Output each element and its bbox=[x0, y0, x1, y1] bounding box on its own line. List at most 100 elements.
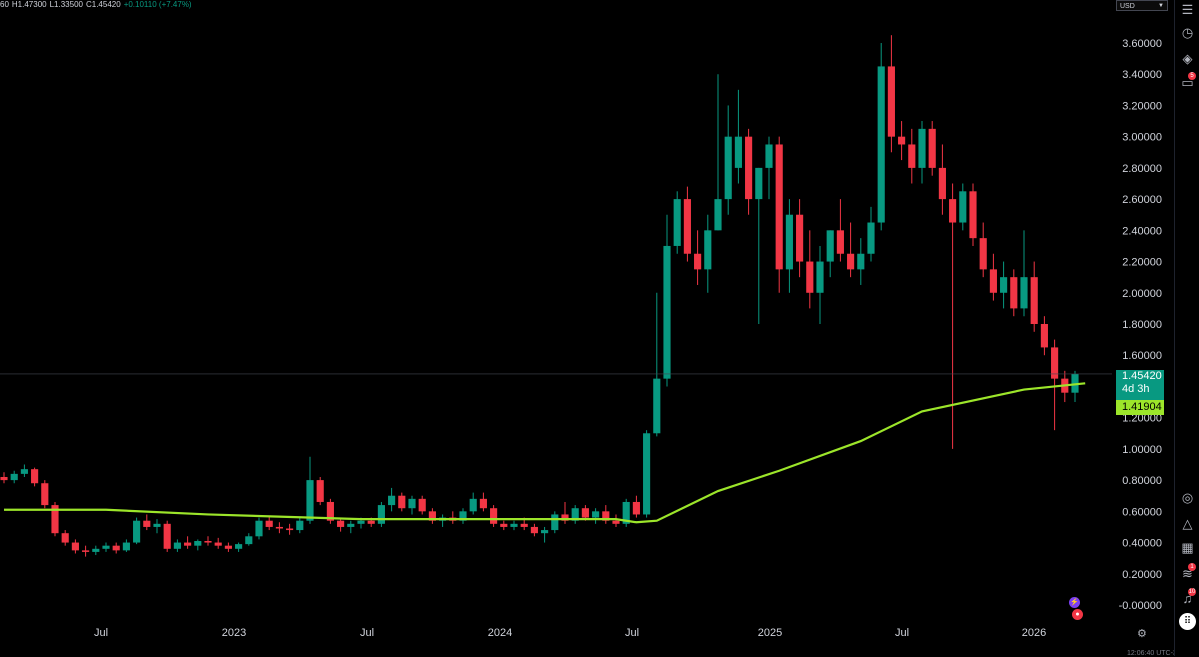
candle-body bbox=[755, 167, 763, 200]
candle-body bbox=[847, 253, 855, 270]
candle-body bbox=[306, 480, 314, 521]
candle-body bbox=[408, 498, 416, 509]
candle-body bbox=[989, 269, 997, 293]
change-value: +0.10110 (+7.47%) bbox=[123, 0, 192, 9]
candle-body bbox=[388, 495, 396, 506]
y-tick-label: 0.20000 bbox=[1122, 569, 1162, 581]
layers-icon[interactable]: ◈ bbox=[1182, 50, 1193, 66]
notifications-icon[interactable]: ♫ 10 bbox=[1182, 588, 1196, 606]
watchlist-icon[interactable]: ☰ bbox=[1181, 1, 1194, 17]
y-tick-label: 1.20000 bbox=[1122, 413, 1162, 425]
candle bbox=[1040, 316, 1048, 356]
candle bbox=[571, 505, 579, 524]
candle bbox=[500, 520, 508, 531]
candle-body bbox=[51, 505, 59, 534]
candle-body bbox=[469, 498, 477, 512]
candle bbox=[388, 487, 396, 512]
candle bbox=[969, 183, 977, 246]
candle bbox=[204, 536, 212, 546]
settings-gear-icon[interactable]: ⚙ bbox=[1137, 628, 1147, 640]
close-value: C1.45420 bbox=[85, 0, 121, 9]
candle-body bbox=[204, 540, 212, 543]
candle-body bbox=[428, 511, 436, 521]
candle-body bbox=[785, 214, 793, 270]
candle-body bbox=[806, 261, 814, 293]
bar-countdown: 4d 3h bbox=[1122, 383, 1150, 395]
candle-body bbox=[541, 530, 549, 534]
candle bbox=[326, 498, 334, 524]
candle-body bbox=[643, 433, 651, 515]
candle bbox=[449, 511, 457, 524]
candle bbox=[541, 526, 549, 543]
currency-label: USD bbox=[1120, 3, 1135, 10]
candle bbox=[82, 545, 90, 557]
candle bbox=[10, 470, 18, 484]
candle bbox=[663, 214, 671, 387]
time-axis: Jul 2023 Jul 2024 Jul 2025 Jul 2026 bbox=[94, 627, 1046, 639]
candle bbox=[857, 238, 865, 285]
target-icon[interactable]: ◎ bbox=[1181, 489, 1194, 505]
candle bbox=[173, 539, 181, 552]
candle-body bbox=[571, 508, 579, 521]
moving-average-tag: 1.41904 bbox=[1116, 400, 1164, 415]
candle bbox=[20, 464, 28, 477]
candle-body bbox=[265, 520, 273, 527]
candle-body bbox=[418, 498, 426, 512]
candle bbox=[469, 492, 477, 515]
y-tick-label: 2.60000 bbox=[1122, 194, 1162, 206]
candle bbox=[296, 517, 304, 534]
candle-body bbox=[653, 378, 661, 434]
candle-body bbox=[796, 214, 804, 262]
candle bbox=[622, 498, 630, 527]
candle-body bbox=[153, 523, 161, 527]
candle bbox=[979, 222, 987, 278]
candle-body bbox=[122, 542, 130, 551]
candle bbox=[704, 214, 712, 293]
candle-body bbox=[602, 511, 610, 521]
candle bbox=[184, 536, 192, 549]
apps-grid-icon[interactable]: ⠿ bbox=[1179, 613, 1196, 630]
candle bbox=[102, 542, 110, 552]
candle-body bbox=[949, 199, 957, 223]
candle bbox=[898, 121, 906, 161]
currency-select[interactable]: USD ▼ bbox=[1116, 0, 1168, 11]
candle bbox=[286, 523, 294, 535]
candle-body bbox=[316, 480, 324, 502]
ideas-icon[interactable]: △ bbox=[1182, 515, 1193, 531]
y-tick-label: 0.80000 bbox=[1122, 475, 1162, 487]
x-tick-label: Jul bbox=[94, 627, 108, 639]
chat-icon[interactable]: ▭ 5 bbox=[1179, 72, 1196, 91]
candle bbox=[224, 542, 232, 552]
calendar-icon[interactable]: ▦ bbox=[1181, 539, 1194, 555]
candle-body bbox=[275, 526, 283, 529]
candle bbox=[510, 520, 518, 531]
event-marker-icon[interactable]: ● bbox=[1072, 609, 1083, 620]
candle-body bbox=[836, 230, 844, 254]
y-tick-label: 2.20000 bbox=[1122, 257, 1162, 269]
alerts-clock-icon[interactable]: ◷ bbox=[1181, 24, 1194, 40]
candle bbox=[347, 520, 355, 534]
candle bbox=[847, 222, 855, 278]
candle bbox=[796, 199, 804, 278]
candle bbox=[694, 230, 702, 285]
candle-body bbox=[245, 536, 253, 545]
candle bbox=[1000, 261, 1008, 309]
candle bbox=[316, 476, 324, 506]
candle bbox=[153, 519, 161, 534]
candle bbox=[306, 456, 314, 524]
candle bbox=[653, 292, 661, 437]
event-marker-icon[interactable]: ⚡ bbox=[1069, 597, 1080, 608]
candle-body bbox=[20, 469, 28, 474]
candle bbox=[714, 74, 722, 231]
candle bbox=[918, 121, 926, 184]
candle bbox=[755, 167, 763, 324]
candle bbox=[122, 539, 130, 552]
candle-body bbox=[622, 501, 630, 524]
candle bbox=[806, 230, 814, 309]
candle-body bbox=[377, 505, 385, 524]
candle bbox=[530, 523, 538, 537]
candle bbox=[235, 542, 243, 552]
broadcast-icon[interactable]: ≋ 1 bbox=[1179, 563, 1196, 582]
candle-body bbox=[734, 136, 742, 168]
